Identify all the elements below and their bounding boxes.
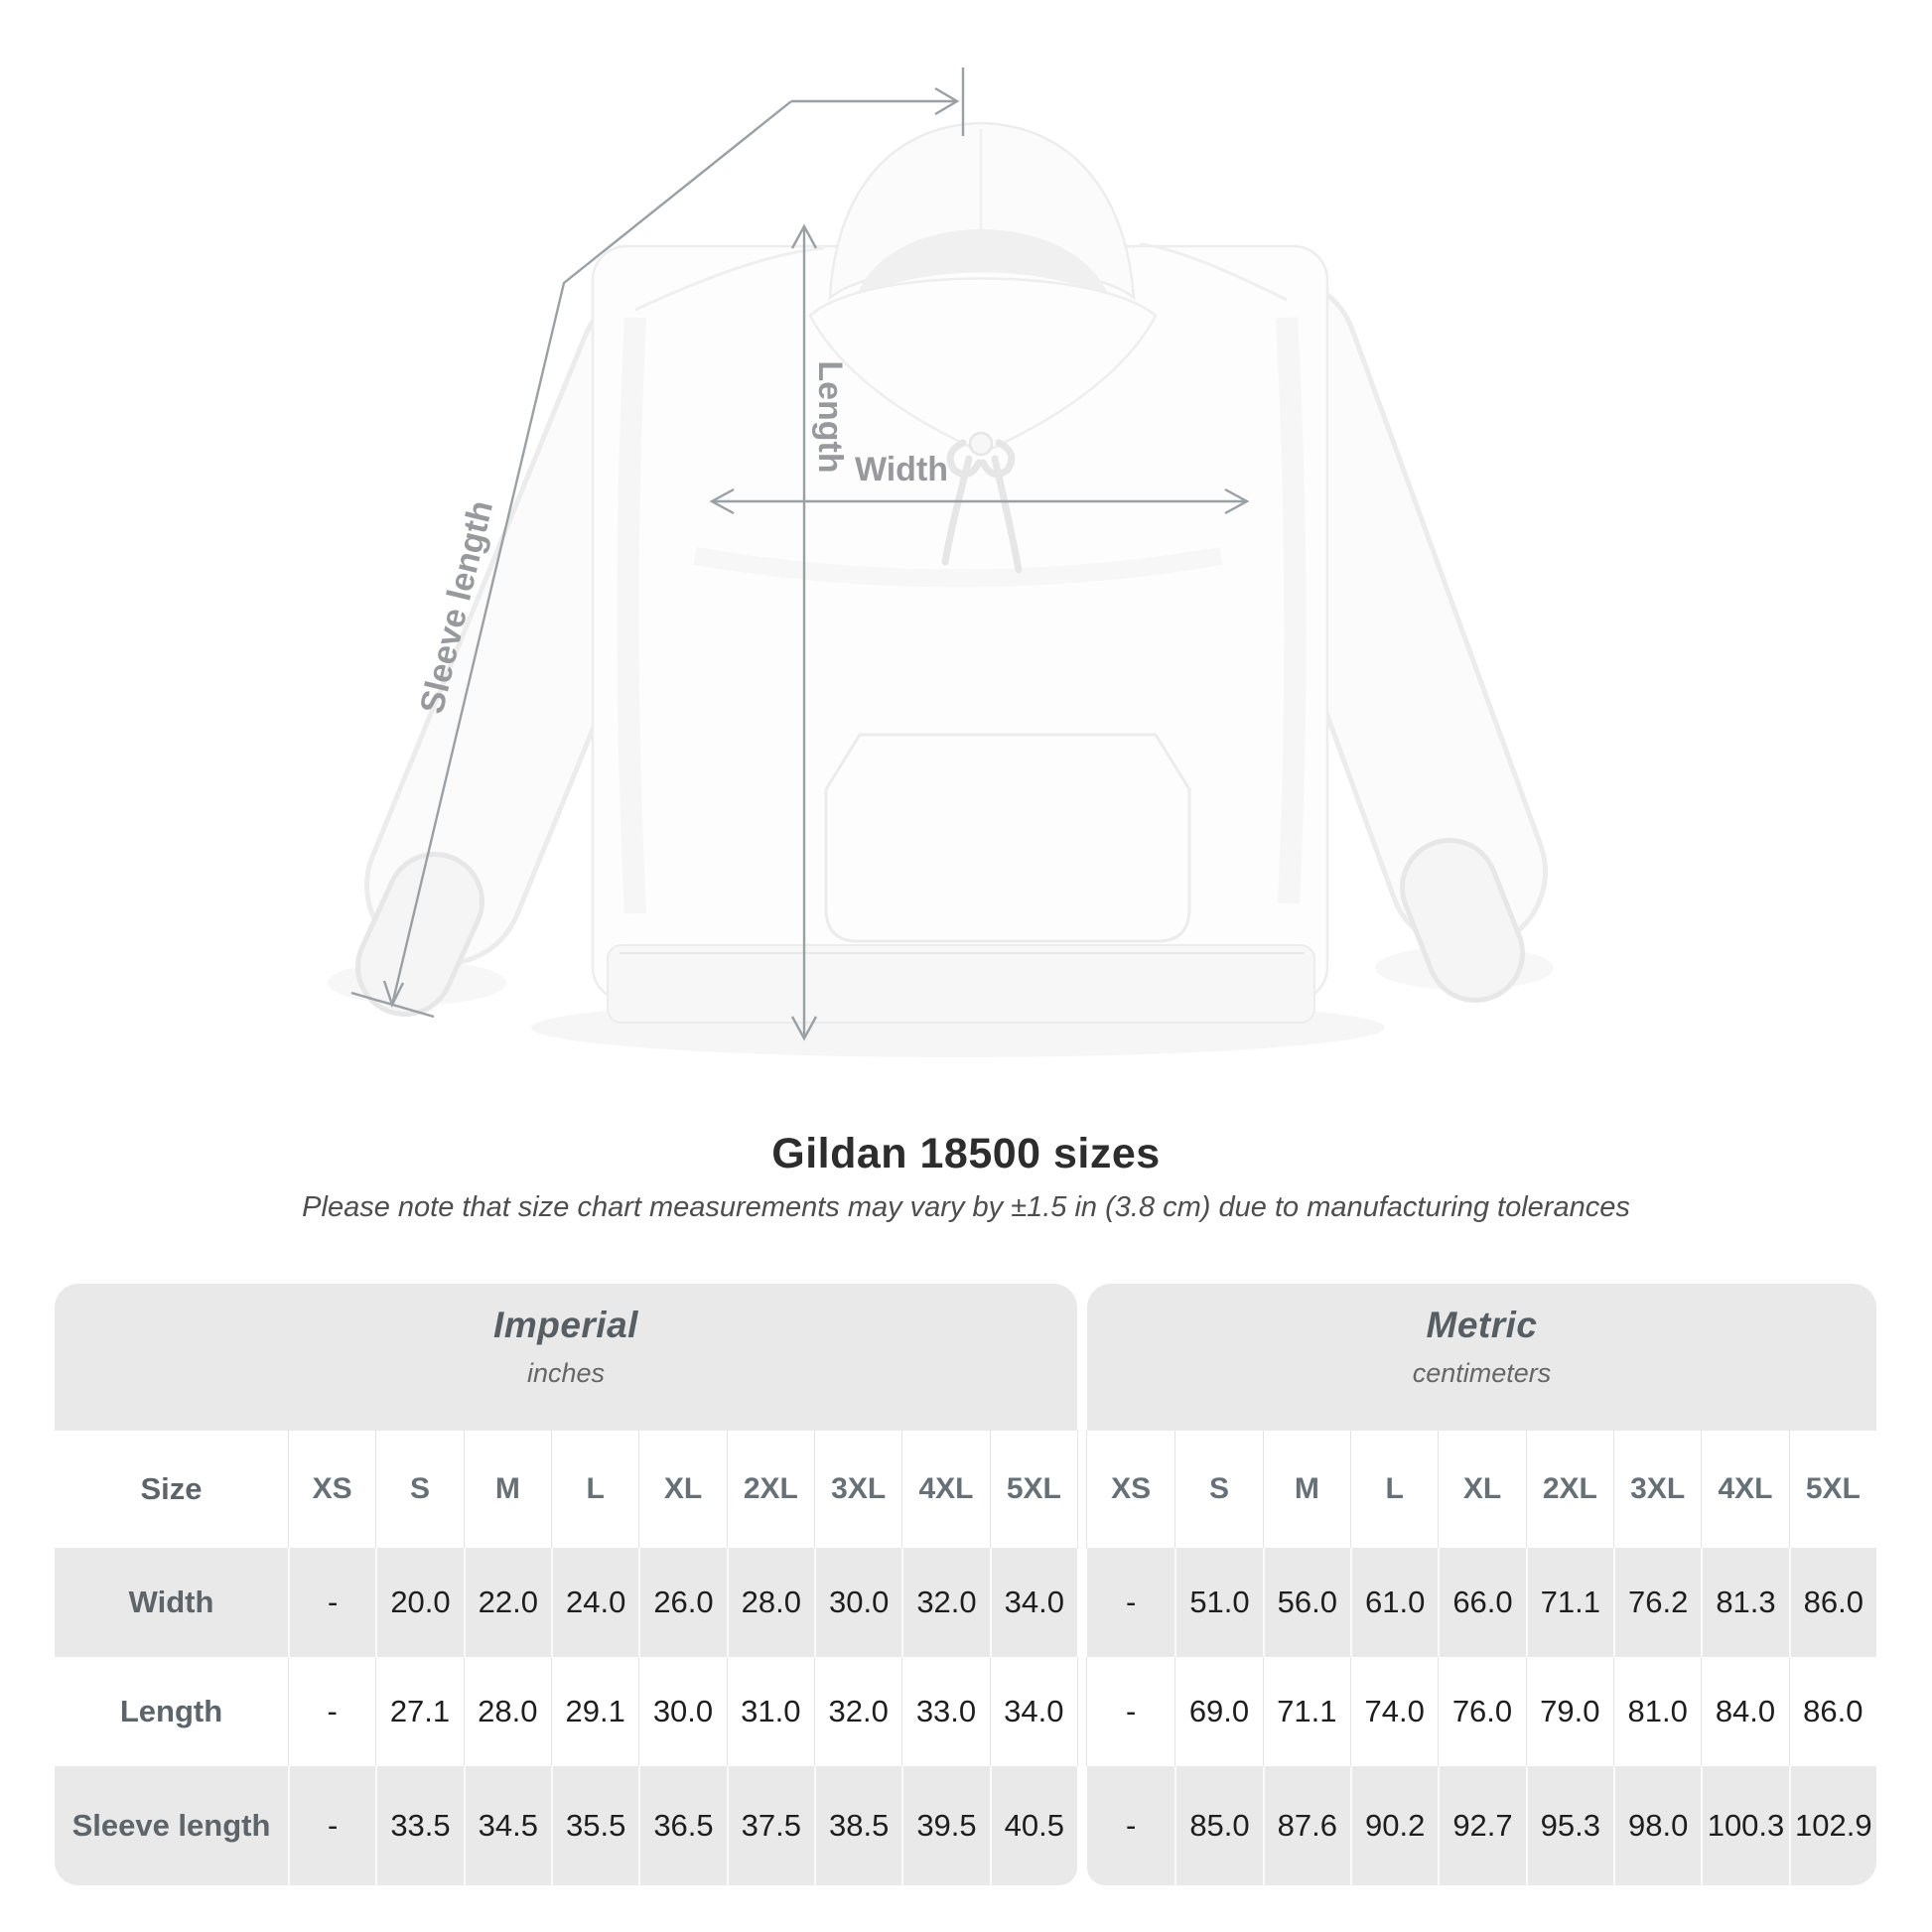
value-cell: 30.0	[638, 1657, 727, 1766]
value-cell: -	[288, 1766, 376, 1885]
size-header-cell: XL	[638, 1431, 727, 1548]
value-cell: 66.0	[1438, 1548, 1526, 1657]
value-cell: 86.0	[1788, 1548, 1876, 1657]
value-cell: 71.1	[1525, 1548, 1613, 1657]
table-row-sleeve-length: Sleeve length - 33.5 34.5 35.5 36.5 37.5…	[55, 1766, 1876, 1885]
value-cell: 30.0	[814, 1548, 902, 1657]
value-cell: 81.0	[1613, 1657, 1702, 1766]
value-cell: 85.0	[1174, 1766, 1263, 1885]
size-header-cell: M	[463, 1431, 551, 1548]
imperial-header: Imperial inches	[55, 1284, 1077, 1431]
value-cell: 34.5	[463, 1766, 551, 1885]
block-gap	[1077, 1766, 1087, 1885]
value-cell: 32.0	[901, 1548, 990, 1657]
width-arrow-label: Width	[855, 451, 948, 488]
size-header-cell: XS	[1087, 1431, 1175, 1548]
value-cell: 29.1	[551, 1657, 639, 1766]
value-cell: 34.0	[989, 1548, 1077, 1657]
value-cell: 28.0	[726, 1548, 814, 1657]
value-cell: 36.5	[638, 1766, 727, 1885]
hoodie-size-diagram: Length Width Sleeve length	[350, 68, 1548, 1041]
size-header-cell: L	[551, 1431, 639, 1548]
row-label: Length	[55, 1657, 288, 1766]
size-header-cell: 4XL	[901, 1431, 990, 1548]
value-cell: 51.0	[1174, 1548, 1263, 1657]
value-cell: 56.0	[1262, 1548, 1350, 1657]
tolerance-note: Please note that size chart measurements…	[302, 1191, 1630, 1223]
value-cell: 33.5	[375, 1766, 464, 1885]
value-cell: 24.0	[551, 1548, 639, 1657]
value-cell: 86.0	[1788, 1657, 1876, 1766]
value-cell: 90.2	[1350, 1766, 1439, 1885]
value-cell: 102.9	[1788, 1766, 1876, 1885]
value-cell: 31.0	[726, 1657, 814, 1766]
value-cell: -	[1087, 1548, 1175, 1657]
value-cell: 61.0	[1350, 1548, 1439, 1657]
value-cell: 33.0	[901, 1657, 990, 1766]
metric-title: Metric	[1426, 1304, 1538, 1345]
size-header-cell: S	[375, 1431, 464, 1548]
size-header-cell: 4XL	[1701, 1431, 1789, 1548]
measurement-arrows	[350, 68, 1250, 1041]
value-cell: 87.6	[1262, 1766, 1350, 1885]
size-header-cell: 5XL	[1788, 1431, 1876, 1548]
value-cell: 81.3	[1701, 1548, 1789, 1657]
value-cell: 76.0	[1438, 1657, 1526, 1766]
value-cell: 74.0	[1350, 1657, 1439, 1766]
row-label: Width	[55, 1548, 288, 1657]
value-cell: 40.5	[989, 1766, 1077, 1885]
value-cell: 39.5	[901, 1766, 990, 1885]
size-table: Imperial inches Metric centimeters Size …	[55, 1284, 1876, 1885]
size-header-cell: 3XL	[814, 1431, 902, 1548]
size-header-cell: 2XL	[1525, 1431, 1613, 1548]
table-row-length: Length - 27.1 28.0 29.1 30.0 31.0 32.0 3…	[55, 1657, 1876, 1766]
size-column-header: Size	[55, 1431, 288, 1548]
table-row-width: Width - 20.0 22.0 24.0 26.0 28.0 30.0 32…	[55, 1548, 1876, 1657]
page-title: Gildan 18500 sizes	[771, 1130, 1161, 1177]
size-header-cell: XS	[288, 1431, 376, 1548]
block-gap	[1077, 1548, 1087, 1657]
value-cell: 26.0	[638, 1548, 727, 1657]
unit-header-row: Imperial inches Metric centimeters	[55, 1284, 1876, 1431]
size-header-cell: L	[1350, 1431, 1439, 1548]
value-cell: -	[288, 1548, 376, 1657]
value-cell: 22.0	[463, 1548, 551, 1657]
value-cell: 84.0	[1701, 1657, 1789, 1766]
value-cell: 32.0	[814, 1657, 902, 1766]
row-label: Sleeve length	[55, 1766, 288, 1885]
value-cell: 76.2	[1613, 1548, 1702, 1657]
length-arrow-label: Length	[811, 360, 849, 473]
value-cell: 79.0	[1525, 1657, 1613, 1766]
hoodie-illustration	[355, 121, 1548, 1024]
size-header-cell: 3XL	[1613, 1431, 1702, 1548]
value-cell: 38.5	[814, 1766, 902, 1885]
size-header-row: Size XS S M L XL 2XL 3XL 4XL 5XL XS S M …	[55, 1431, 1876, 1548]
value-cell: 37.5	[726, 1766, 814, 1885]
metric-header: Metric centimeters	[1087, 1284, 1876, 1431]
value-cell: -	[1087, 1657, 1175, 1766]
block-gap	[1077, 1657, 1087, 1766]
metric-unit: centimeters	[1412, 1357, 1552, 1388]
value-cell: 69.0	[1174, 1657, 1263, 1766]
size-header-cell: 2XL	[726, 1431, 814, 1548]
size-header-cell: 5XL	[989, 1431, 1077, 1548]
value-cell: 28.0	[463, 1657, 551, 1766]
imperial-title: Imperial	[493, 1304, 638, 1345]
size-header-cell: M	[1262, 1431, 1350, 1548]
value-cell: 35.5	[551, 1766, 639, 1885]
value-cell: -	[288, 1657, 376, 1766]
value-cell: 71.1	[1262, 1657, 1350, 1766]
value-cell: 20.0	[375, 1548, 464, 1657]
value-cell: 34.0	[989, 1657, 1077, 1766]
size-header-cell: XL	[1438, 1431, 1526, 1548]
value-cell: -	[1087, 1766, 1175, 1885]
block-gap	[1077, 1431, 1087, 1548]
value-cell: 98.0	[1613, 1766, 1702, 1885]
value-cell: 100.3	[1701, 1766, 1789, 1885]
imperial-unit: inches	[526, 1357, 606, 1388]
value-cell: 95.3	[1525, 1766, 1613, 1885]
value-cell: 92.7	[1438, 1766, 1526, 1885]
value-cell: 27.1	[375, 1657, 464, 1766]
size-header-cell: S	[1174, 1431, 1263, 1548]
